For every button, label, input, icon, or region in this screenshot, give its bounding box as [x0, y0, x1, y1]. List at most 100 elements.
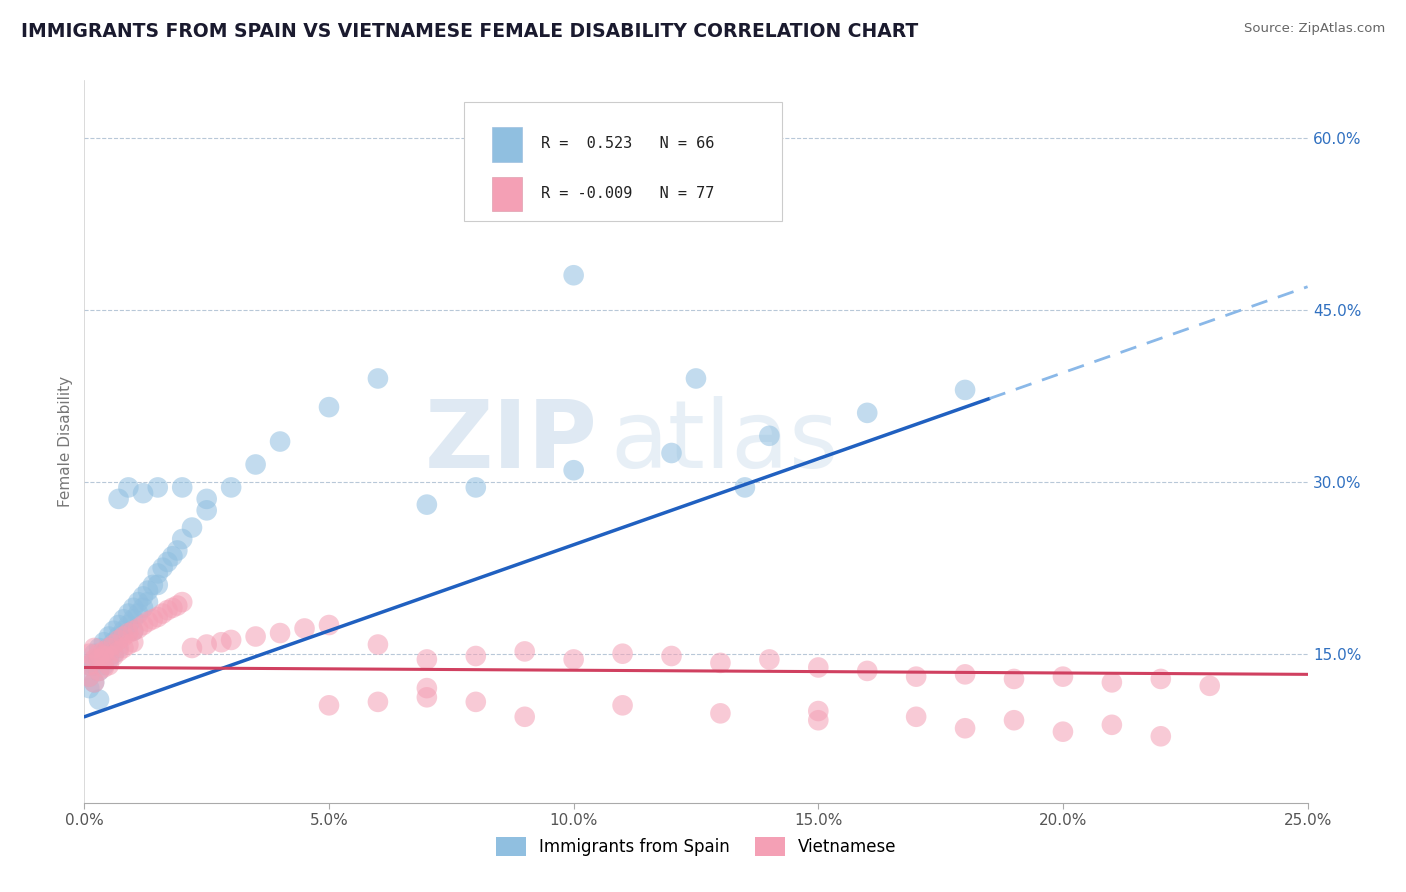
Y-axis label: Female Disability: Female Disability [58, 376, 73, 508]
Point [245, 630, 267, 644]
Legend: Immigrants from Spain, Vietnamese: Immigrants from Spain, Vietnamese [489, 830, 903, 863]
Point [97, 640, 120, 655]
Text: IMMIGRANTS FROM SPAIN VS VIETNAMESE FEMALE DISABILITY CORRELATION CHART: IMMIGRANTS FROM SPAIN VS VIETNAMESE FEMA… [21, 22, 918, 41]
Point [117, 480, 139, 494]
Point [87, 652, 110, 666]
Point [103, 638, 125, 652]
Point [93, 660, 115, 674]
Point [87, 647, 110, 661]
Point [1002, 672, 1025, 686]
Point [219, 632, 242, 647]
Point [132, 590, 155, 604]
Point [93, 647, 115, 661]
Point [83, 652, 105, 666]
Point [294, 622, 316, 636]
Point [122, 624, 145, 638]
Point [152, 560, 174, 574]
Point [97, 630, 120, 644]
Point [195, 503, 218, 517]
Point [132, 618, 155, 632]
Point [93, 648, 115, 663]
Point [953, 667, 976, 681]
FancyBboxPatch shape [464, 102, 782, 221]
Point [219, 480, 242, 494]
Point [122, 600, 145, 615]
Point [464, 695, 486, 709]
Point [117, 607, 139, 621]
Point [112, 612, 135, 626]
Point [107, 640, 129, 655]
Point [132, 600, 155, 615]
Point [83, 647, 105, 661]
Point [127, 595, 149, 609]
Point [87, 652, 110, 666]
Point [1198, 679, 1220, 693]
Point [77, 658, 100, 673]
Point [136, 615, 159, 629]
Point [142, 612, 165, 626]
Point [107, 491, 129, 506]
Point [93, 658, 115, 673]
Point [318, 698, 340, 713]
Point [117, 638, 139, 652]
Point [97, 648, 120, 663]
Text: R = -0.009   N = 77: R = -0.009 N = 77 [541, 186, 714, 201]
Point [807, 704, 830, 718]
Point [195, 491, 218, 506]
Point [685, 371, 707, 385]
Point [172, 532, 194, 546]
Point [146, 480, 169, 494]
Point [77, 681, 100, 695]
Point [87, 692, 110, 706]
Point [953, 383, 976, 397]
Point [709, 706, 731, 721]
Point [807, 660, 830, 674]
Point [97, 640, 120, 655]
Point [1150, 729, 1173, 743]
Point [117, 618, 139, 632]
Point [146, 610, 169, 624]
Point [77, 670, 100, 684]
Point [464, 480, 486, 494]
Point [172, 480, 194, 494]
Text: ZIP: ZIP [425, 395, 598, 488]
Point [87, 640, 110, 655]
Point [87, 664, 110, 678]
Point [77, 658, 100, 673]
Point [83, 675, 105, 690]
Point [132, 486, 155, 500]
Point [93, 644, 115, 658]
Point [269, 434, 291, 449]
Point [181, 520, 204, 534]
Point [905, 710, 928, 724]
Point [83, 658, 105, 673]
Point [136, 583, 159, 598]
Point [103, 647, 125, 661]
Point [318, 400, 340, 414]
Point [1101, 675, 1123, 690]
Point [122, 635, 145, 649]
Point [93, 635, 115, 649]
Point [87, 664, 110, 678]
Point [1101, 718, 1123, 732]
Text: atlas: atlas [610, 395, 838, 488]
Point [162, 549, 184, 564]
Point [856, 406, 879, 420]
FancyBboxPatch shape [492, 128, 522, 162]
Point [367, 695, 389, 709]
Point [112, 624, 135, 638]
Point [513, 710, 536, 724]
Point [166, 543, 188, 558]
Point [162, 600, 184, 615]
Point [416, 652, 439, 666]
Point [112, 630, 135, 644]
Point [758, 652, 780, 666]
Text: R =  0.523   N = 66: R = 0.523 N = 66 [541, 136, 714, 152]
Point [1052, 670, 1074, 684]
Point [905, 670, 928, 684]
Point [612, 647, 634, 661]
Point [136, 595, 159, 609]
Point [122, 624, 145, 638]
Point [172, 595, 194, 609]
Point [1002, 713, 1025, 727]
